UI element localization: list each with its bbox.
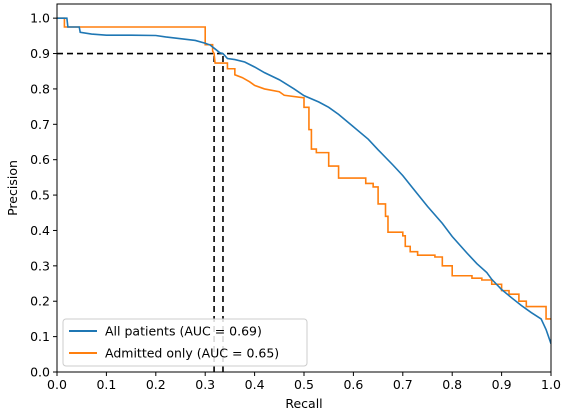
- series-line-admitted-only: [57, 17, 551, 320]
- legend: All patients (AUC = 0.69) Admitted only …: [62, 318, 308, 367]
- y-tick-label: 0.7: [30, 117, 50, 132]
- y-tick-label: 0.4: [30, 223, 50, 238]
- x-tick-label: 0.4: [245, 377, 265, 392]
- y-axis: 0.0 0.1 0.2 0.3 0.4 0.5 0.6 0.7 0.8 0.9 1.0: [30, 11, 57, 380]
- x-tick-label: 0.1: [96, 377, 116, 392]
- x-tick-label: 0.3: [195, 377, 215, 392]
- y-tick-label: 0.3: [30, 258, 50, 273]
- legend-label-admitted-only: Admitted only (AUC = 0.65): [105, 346, 279, 361]
- legend-box: [62, 318, 308, 367]
- x-tick-label: 0.2: [146, 377, 166, 392]
- y-tick-label: 0.1: [30, 329, 50, 344]
- legend-label-all-patients: All patients (AUC = 0.69): [105, 324, 262, 339]
- y-tick-label: 0.0: [30, 365, 50, 380]
- x-tick-label: 0.5: [294, 377, 314, 392]
- x-tick-label: 0.7: [393, 377, 413, 392]
- x-tick-label: 1.0: [541, 377, 561, 392]
- x-tick-label: 0.9: [492, 377, 512, 392]
- y-tick-label: 0.8: [30, 81, 50, 96]
- x-tick-label: 0.0: [47, 377, 67, 392]
- y-tick-label: 0.5: [30, 188, 50, 203]
- y-tick-label: 0.6: [30, 152, 50, 167]
- y-tick-label: 1.0: [30, 11, 50, 26]
- y-axis-label: Precision: [5, 160, 20, 216]
- x-tick-label: 0.6: [343, 377, 363, 392]
- series-line-all-patients: [57, 17, 551, 344]
- series-layer: [57, 17, 551, 344]
- x-axis: 0.0 0.1 0.2 0.3 0.4 0.5 0.6 0.7 0.8 0.9 1.0: [47, 372, 561, 392]
- y-tick-label: 0.2: [30, 294, 50, 309]
- x-tick-label: 0.8: [442, 377, 462, 392]
- x-axis-label: Recall: [285, 396, 322, 411]
- y-tick-label: 0.9: [30, 46, 50, 61]
